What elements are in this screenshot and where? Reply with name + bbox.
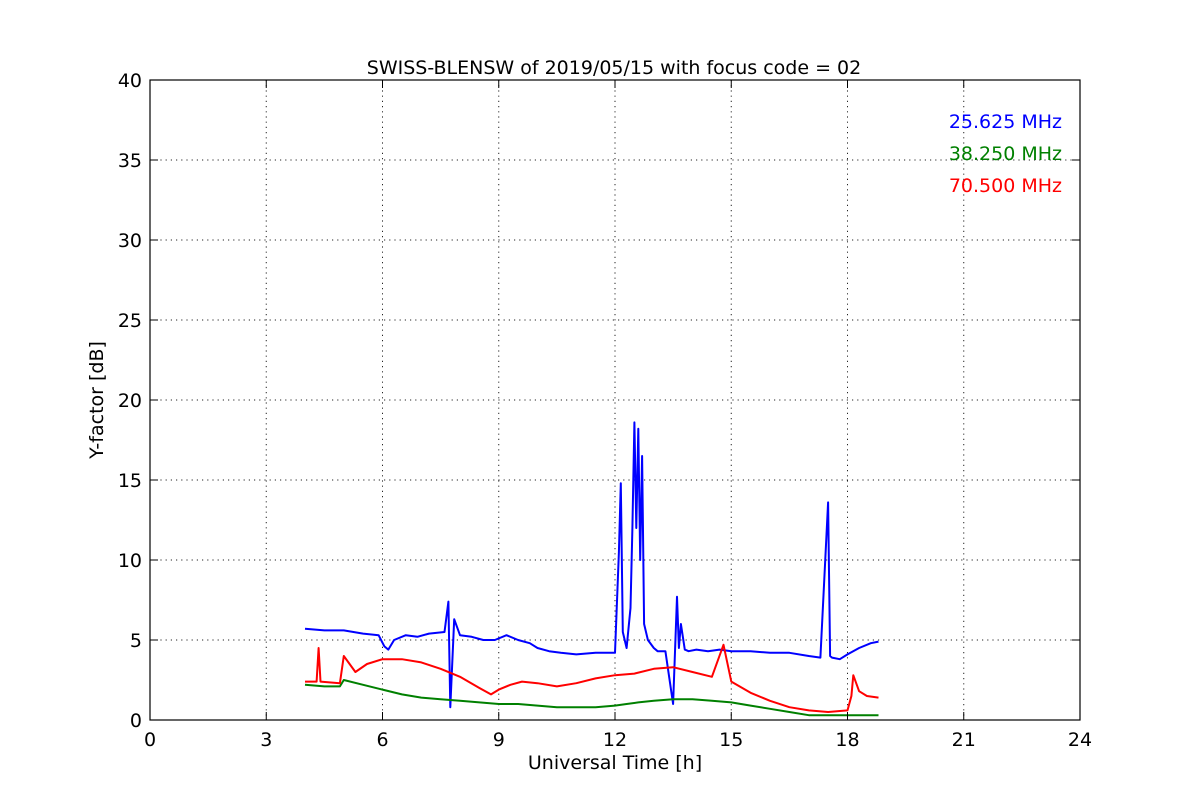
series-line-70-500-mhz [305,643,879,713]
x-tick-label: 0 [144,729,156,751]
y-tick-label: 5 [130,630,142,652]
y-tick-label: 15 [118,470,142,492]
y-tick-label: 30 [118,230,142,252]
x-tick-label: 15 [719,729,743,751]
x-axis-label: Universal Time [h] [528,752,702,774]
x-tick-label: 3 [260,729,272,751]
x-tick-label: 18 [835,729,859,751]
y-tick-label: 25 [118,310,142,332]
x-tick-label: 6 [376,729,388,751]
legend-entry: 70.500 MHz [949,175,1062,197]
y-tick-label: 20 [118,390,142,412]
x-tick-label: 9 [493,729,505,751]
x-tick-label: 12 [603,729,627,751]
y-tick-label: 35 [118,150,142,172]
ticks [149,79,1081,721]
legend-entry: 38.250 MHz [949,143,1062,165]
y-tick-labels: 0 5 10 15 20 25 30 35 40 [118,70,142,732]
x-tick-label: 21 [952,729,976,751]
x-tick-labels: 0 3 6 9 12 15 18 21 24 [144,729,1092,751]
legend: 25.625 MHz 38.250 MHz 70.500 MHz [949,111,1062,197]
y-tick-label: 0 [130,710,142,732]
y-axis-label: Y-factor [dB] [86,341,108,460]
series-line-38-250-mhz [304,679,879,717]
y-tick-label: 40 [118,70,142,92]
series-line-25-625-mhz [304,421,879,709]
chart-title: SWISS-BLENSW of 2019/05/15 with focus co… [367,57,861,79]
legend-entry: 25.625 MHz [949,111,1062,133]
grid [150,80,1080,720]
x-tick-label: 24 [1068,729,1092,751]
y-tick-label: 10 [118,550,142,572]
series-layer [304,421,879,717]
